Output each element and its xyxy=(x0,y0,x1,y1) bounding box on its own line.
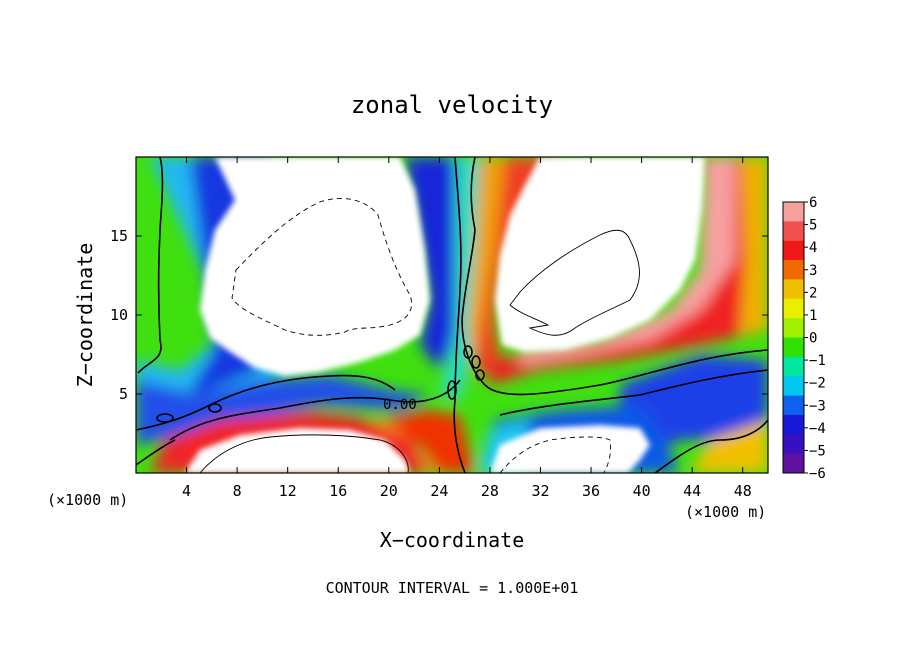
x-axis-label: X−coordinate xyxy=(380,528,525,552)
negative-contours xyxy=(231,198,611,473)
contour-ellipse-1 xyxy=(463,345,473,359)
contour-zero-left2 xyxy=(136,374,396,431)
heatmap-field: 0.00 xyxy=(136,157,768,473)
x-tick-label: 24 xyxy=(430,482,448,500)
colorbar-tick-label: 2 xyxy=(809,285,817,301)
colorbar-tick-label: −1 xyxy=(809,353,826,369)
colorbar-swatch xyxy=(783,337,804,358)
contour-negative-left xyxy=(231,198,412,336)
colorbar-tick-label: 6 xyxy=(809,195,817,211)
colorbar-swatch xyxy=(783,318,804,338)
colorbar-swatch xyxy=(783,279,804,300)
colorbar: 6 5 4 3 2 1 0 −1 −2 −3 −4 −5 −6 xyxy=(782,195,826,482)
x-axis: 4 8 12 16 20 24 28 32 36 40 44 48 xyxy=(182,157,752,500)
x-tick-label: 48 xyxy=(734,482,752,500)
colorbar-swatch xyxy=(783,395,804,416)
colorbar-swatch xyxy=(783,260,804,280)
x-tick-label: 12 xyxy=(279,482,297,500)
contour-positive-bottom xyxy=(199,434,409,473)
region-center-column xyxy=(405,157,460,370)
x-tick-label: 44 xyxy=(683,482,701,500)
region-bottom-right-warm xyxy=(690,420,768,473)
y-axis: 5 10 15 xyxy=(110,227,768,403)
contour-zero-low xyxy=(169,379,461,441)
colorbar-tick-label: −2 xyxy=(809,376,826,392)
region-lower-center-red xyxy=(380,410,475,473)
colorbar-swatch xyxy=(783,434,804,455)
contour-ellipse-6 xyxy=(208,403,222,413)
x-tick-label: 32 xyxy=(531,482,549,500)
chart-title: zonal velocity xyxy=(351,91,553,119)
x-unit-left: (×1000 m) xyxy=(47,491,128,509)
colorbar-swatch xyxy=(783,376,804,396)
colorbar-tick-label: 0 xyxy=(809,331,817,347)
region-white-bottom-center xyxy=(490,425,650,473)
y-tick-label: 10 xyxy=(110,306,128,324)
contour-label: 0.00 xyxy=(383,397,417,413)
contour-ellipse-2 xyxy=(471,355,481,369)
contour-zero-bottom-left xyxy=(136,439,176,466)
colorbar-tick-label: −3 xyxy=(809,398,826,414)
y-axis-label: Z−coordinate xyxy=(73,243,97,388)
contour-zero-left xyxy=(137,157,164,374)
colorbar-tick-label: 5 xyxy=(809,218,817,234)
x-tick-label: 36 xyxy=(582,482,600,500)
region-right-orange xyxy=(740,157,768,335)
colorbar-swatch xyxy=(783,221,804,242)
y-tick-label: 5 xyxy=(119,385,128,403)
contour-positive-right xyxy=(509,229,640,336)
colorbar-swatch xyxy=(783,202,804,222)
colorbar-swatch xyxy=(783,414,804,435)
region-white-bottom-left xyxy=(185,428,410,473)
colorbar-swatch xyxy=(783,240,804,261)
colorbar-swatch xyxy=(783,298,804,319)
colorbar-swatch xyxy=(783,356,804,377)
contour-zero-right-low xyxy=(499,369,768,416)
y-tick-label: 15 xyxy=(110,227,128,245)
colorbar-tick-label: 1 xyxy=(809,308,817,324)
contour-interval-note: CONTOUR INTERVAL = 1.000E+01 xyxy=(326,579,579,597)
contour-ellipse-3 xyxy=(475,369,485,381)
x-tick-label: 40 xyxy=(633,482,651,500)
colorbar-tick-label: 4 xyxy=(809,240,817,256)
region-right-arc-pink xyxy=(520,157,735,365)
region-center-orange xyxy=(468,157,505,360)
x-tick-label: 20 xyxy=(380,482,398,500)
positive-contours xyxy=(199,229,640,473)
colorbar-tick-label: −6 xyxy=(809,466,826,482)
colorbar-tick-label: −5 xyxy=(809,443,826,459)
contour-ellipse-5 xyxy=(156,413,174,423)
x-tick-label: 16 xyxy=(329,482,347,500)
x-tick-label: 4 xyxy=(182,482,191,500)
contour-zero-center2 xyxy=(453,157,466,473)
contour-zero-bottom-right xyxy=(654,419,768,473)
colorbar-swatch xyxy=(783,453,804,474)
x-tick-label: 28 xyxy=(481,482,499,500)
zero-contours xyxy=(136,157,768,473)
x-unit-right: (×1000 m) xyxy=(685,503,766,521)
x-tick-label: 8 xyxy=(233,482,242,500)
region-white-right-lobe xyxy=(495,157,705,352)
contour-negative-bottom xyxy=(499,436,611,473)
region-white-left-lobe xyxy=(200,157,430,376)
colorbar-tick-label: 3 xyxy=(809,263,817,279)
contour-ellipse-4 xyxy=(447,380,457,400)
region-right-arc xyxy=(490,157,768,385)
colorbar-tick-label: −4 xyxy=(809,421,826,437)
